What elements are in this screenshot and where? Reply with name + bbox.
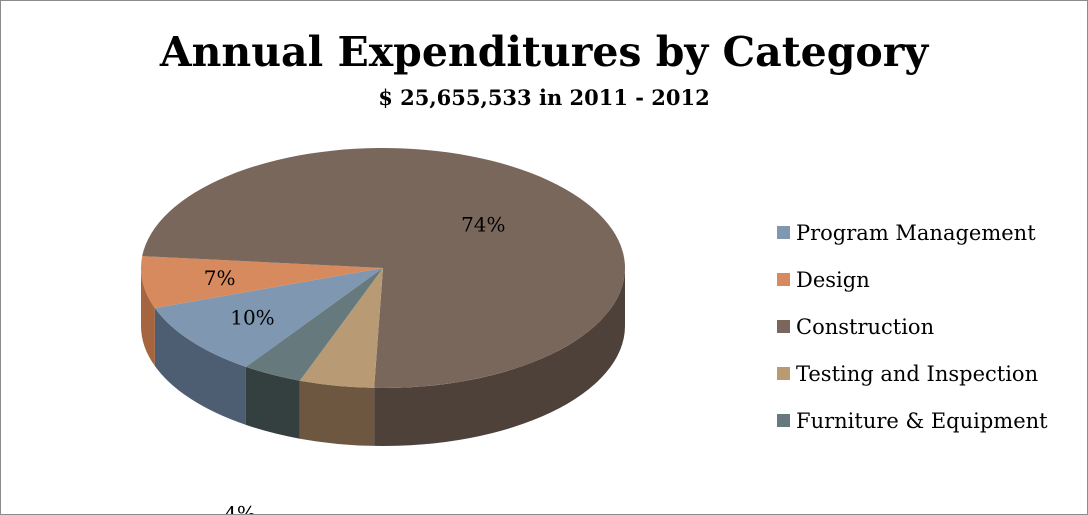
chart-title: Annual Expenditures by Category	[159, 28, 929, 76]
legend-label: Construction	[796, 314, 935, 339]
pie-slice-program-management	[154, 268, 383, 367]
legend-label: Furniture & Equipment	[796, 408, 1048, 433]
pie-side-design	[141, 268, 155, 367]
chart-subtitle: $ 25,655,533 in 2011 - 2012	[378, 85, 710, 110]
chart-legend: Program Management Design Construction T…	[777, 209, 1048, 444]
pie-slice-testing-and-inspection	[299, 268, 383, 388]
legend-swatch	[777, 414, 790, 427]
pie-slice-construction	[142, 148, 626, 389]
legend-label: Program Management	[796, 220, 1036, 245]
pie-side-construction	[374, 268, 625, 447]
legend-swatch	[777, 273, 790, 286]
pie-slice-design	[141, 256, 383, 309]
slice-label-design: 7%	[204, 266, 236, 290]
legend-swatch	[777, 320, 790, 333]
slice-label-construction: 74%	[461, 213, 505, 237]
legend-item-design: Design	[777, 256, 1048, 303]
legend-item-construction: Construction	[777, 303, 1048, 350]
legend-item-testing-and-inspection: Testing and Inspection	[777, 350, 1048, 397]
legend-item-program-management: Program Management	[777, 209, 1048, 256]
legend-label: Testing and Inspection	[796, 361, 1039, 386]
pie-side-program-management	[154, 308, 246, 425]
slice-label-testing-and-inspection: 5%	[300, 513, 332, 514]
legend-label: Design	[796, 267, 870, 292]
legend-swatch	[777, 226, 790, 239]
legend-swatch	[777, 367, 790, 380]
pie-side-testing-and-inspection	[299, 380, 375, 446]
legend-item-furniture-and-equipment: Furniture & Equipment	[777, 397, 1048, 444]
slice-label-furniture-and-equipment: 4%	[224, 502, 256, 514]
pie-side-furniture-and-equipment	[245, 366, 300, 439]
slice-label-program-management: 10%	[230, 306, 274, 330]
pie-slice-furniture-and-equipment	[245, 268, 383, 381]
